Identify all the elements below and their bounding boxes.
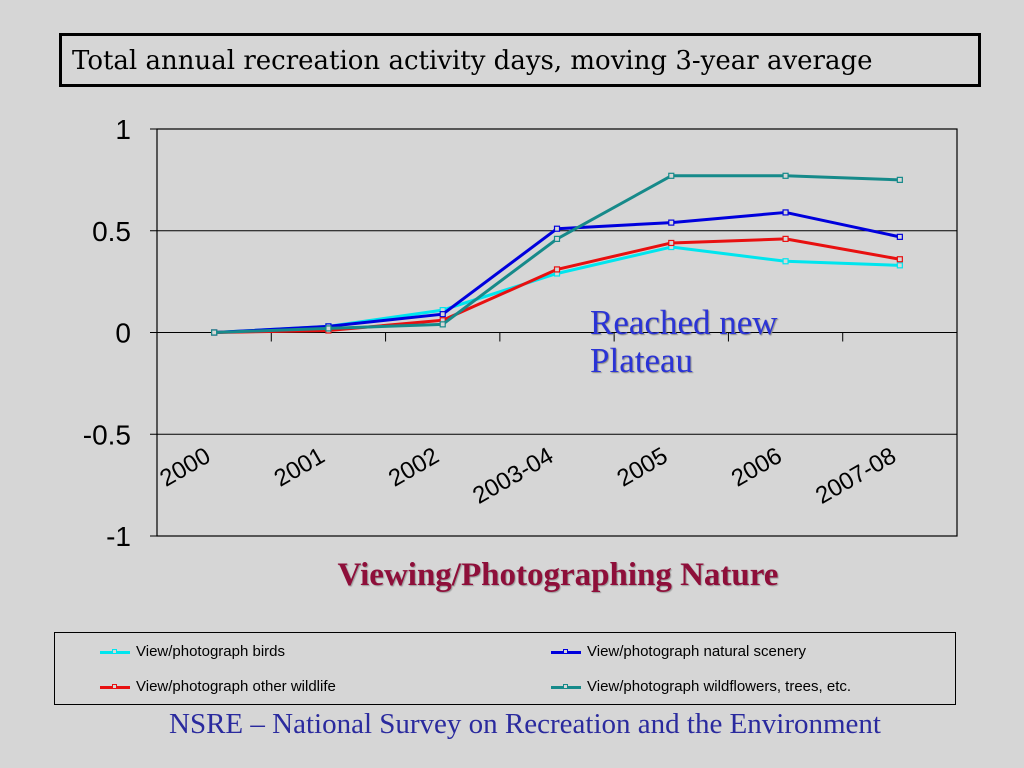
- series-point-1: [896, 233, 903, 240]
- x-tick-label: 2003-04: [468, 442, 558, 509]
- x-tick-label: 2000: [155, 442, 215, 492]
- legend-swatch-wildflowers: [551, 681, 581, 693]
- legend-swatch-wildlife: [100, 681, 130, 693]
- footer-source: NSRE – National Survey on Recreation and…: [169, 708, 881, 740]
- series-point-3: [782, 172, 789, 179]
- x-tick-label: 2002: [384, 442, 444, 492]
- series-point-1: [439, 311, 446, 318]
- series-point-3: [668, 172, 675, 179]
- x-tick-label: 2001: [270, 442, 330, 492]
- annotation-line-2: Plateau: [590, 341, 694, 380]
- legend-label-birds: View/photograph birds: [136, 643, 285, 660]
- series-line-3: [214, 174, 900, 334]
- y-tick-label: 1: [115, 114, 131, 145]
- y-tick-label: -1: [106, 521, 131, 552]
- series-point-2: [782, 235, 789, 242]
- series-point-3: [211, 329, 218, 336]
- series-point-2: [896, 256, 903, 263]
- line-chart: 1 0.5 0 -0.5 -1 2000 2001 2002 2003-04 2005 2006 20…: [83, 114, 958, 552]
- legend: View/photograph birds View/photograph na…: [54, 632, 956, 705]
- series-point-2: [668, 239, 675, 247]
- series-point-1: [553, 225, 561, 232]
- series-point-3: [439, 321, 446, 328]
- y-tick-label: -0.5: [83, 419, 131, 450]
- series-point-3: [553, 235, 561, 242]
- series-point-0: [782, 258, 789, 265]
- series-point-1: [668, 219, 675, 226]
- series-point-2: [553, 266, 561, 273]
- legend-swatch-scenery: [551, 646, 581, 658]
- x-tick-label: 2007-08: [811, 442, 901, 509]
- legend-item-birds: View/photograph birds: [100, 643, 285, 660]
- series-point-0: [896, 262, 903, 269]
- y-tick-label: 0: [115, 318, 131, 349]
- legend-label-scenery: View/photograph natural scenery: [587, 643, 807, 660]
- series-line-0: [214, 245, 900, 334]
- legend-item-scenery: View/photograph natural scenery: [551, 643, 806, 660]
- legend-swatch-birds: [100, 646, 130, 658]
- legend-item-wildlife: View/photograph other wildlife: [100, 678, 336, 695]
- legend-label-wildflowers: View/photograph wildflowers, trees, etc.: [587, 678, 852, 695]
- x-tick-label: 2006: [727, 442, 787, 492]
- chart-subtitle: Viewing/Photographing Nature: [337, 557, 779, 593]
- chart-title: Total annual recreation activity days, m…: [72, 46, 873, 76]
- legend-item-wildflowers: View/photograph wildflowers, trees, etc.: [551, 678, 851, 695]
- x-tick-label: 2005: [613, 442, 673, 492]
- annotation-line-1: Reached new: [590, 303, 778, 342]
- series-point-3: [896, 176, 903, 183]
- legend-label-wildlife: View/photograph other wildlife: [136, 678, 336, 695]
- title-box: Total annual recreation activity days, m…: [59, 33, 981, 87]
- series-point-3: [325, 325, 332, 332]
- y-tick-label: 0.5: [92, 216, 131, 247]
- plateau-annotation: Reached new Plateau: [590, 304, 778, 380]
- series-line-2: [214, 237, 901, 334]
- series-point-1: [782, 209, 789, 216]
